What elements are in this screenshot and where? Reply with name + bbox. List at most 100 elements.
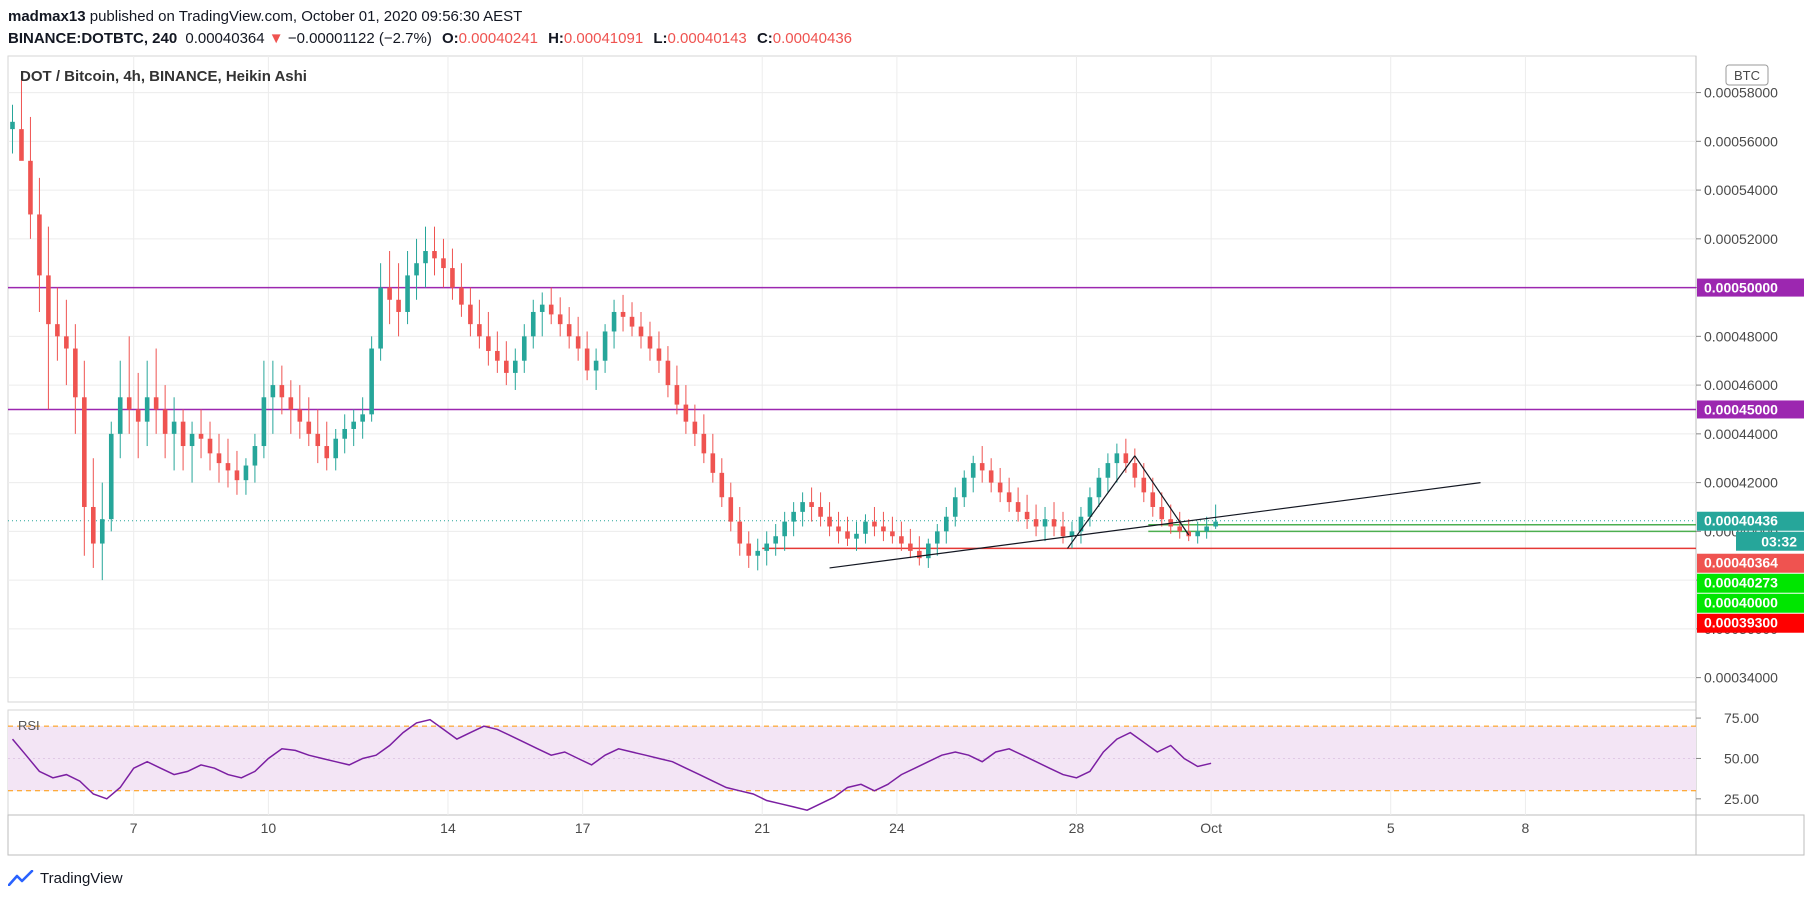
candle-body[interactable]	[1177, 526, 1183, 532]
candle-body[interactable]	[952, 497, 958, 517]
candle-body[interactable]	[207, 438, 213, 454]
candle-body[interactable]	[405, 275, 410, 312]
candle-body[interactable]	[55, 324, 60, 337]
candle-body[interactable]	[1105, 463, 1111, 478]
candle-body[interactable]	[1069, 531, 1075, 537]
candle-body[interactable]	[306, 421, 312, 434]
candle-body[interactable]	[360, 414, 365, 422]
candle-body[interactable]	[414, 263, 419, 276]
candle-body[interactable]	[198, 433, 204, 439]
candle-body[interactable]	[521, 336, 527, 361]
candle-body[interactable]	[369, 348, 374, 415]
candle-body[interactable]	[1060, 526, 1066, 537]
candle-body[interactable]	[126, 397, 132, 410]
candle-body[interactable]	[647, 336, 653, 349]
candle-body[interactable]	[216, 453, 222, 464]
candle-body[interactable]	[530, 311, 536, 337]
candle-body[interactable]	[396, 299, 401, 312]
candle-body[interactable]	[270, 385, 276, 398]
candle-body[interactable]	[1141, 477, 1147, 493]
candle-body[interactable]	[387, 287, 392, 300]
candle-body[interactable]	[656, 348, 662, 361]
candle-body[interactable]	[495, 350, 500, 361]
candle-body[interactable]	[638, 326, 644, 337]
candle-body[interactable]	[162, 409, 168, 434]
candle-body[interactable]	[1195, 531, 1200, 537]
currency-badge[interactable]	[1725, 64, 1769, 86]
candle-body[interactable]	[243, 465, 249, 481]
main-pane[interactable]	[7, 55, 1697, 703]
candle-body[interactable]	[486, 336, 491, 351]
candle-body[interactable]	[144, 397, 150, 422]
candle-body[interactable]	[899, 536, 904, 544]
candle-body[interactable]	[19, 129, 24, 161]
candle-body[interactable]	[10, 121, 15, 130]
candle-body[interactable]	[450, 268, 455, 288]
candle-body[interactable]	[378, 287, 383, 349]
candle-body[interactable]	[881, 526, 886, 532]
candle-body[interactable]	[988, 470, 994, 483]
candle-body[interactable]	[180, 421, 186, 447]
candle-body[interactable]	[351, 421, 356, 429]
candle-body[interactable]	[764, 543, 770, 551]
candle-body[interactable]	[1123, 453, 1129, 464]
candle-body[interactable]	[234, 470, 240, 481]
candle-body[interactable]	[252, 446, 258, 466]
candle-body[interactable]	[782, 521, 787, 537]
trendline[interactable]	[1134, 455, 1190, 536]
candle-body[interactable]	[755, 550, 761, 556]
candle-body[interactable]	[297, 409, 303, 422]
candle-body[interactable]	[189, 433, 195, 447]
chart-canvas[interactable]: 0.000340000.000360000.000380000.00040000…	[0, 0, 1805, 870]
candle-body[interactable]	[890, 531, 895, 537]
candle-body[interactable]	[1051, 519, 1057, 527]
candle-body[interactable]	[288, 397, 294, 410]
candle-body[interactable]	[710, 453, 716, 473]
candle-body[interactable]	[934, 531, 940, 544]
candle-body[interactable]	[620, 311, 626, 317]
candle-body[interactable]	[73, 348, 78, 398]
candle-body[interactable]	[917, 550, 922, 559]
candle-body[interactable]	[64, 336, 69, 349]
candle-body[interactable]	[135, 409, 141, 422]
candle-body[interactable]	[557, 314, 563, 325]
candle-body[interactable]	[961, 477, 967, 498]
candle-body[interactable]	[854, 533, 859, 539]
candle-body[interactable]	[324, 446, 330, 459]
candle-body[interactable]	[1042, 519, 1048, 527]
candle-body[interactable]	[629, 316, 635, 327]
candle-body[interactable]	[701, 433, 707, 454]
tradingview-brand[interactable]: TradingView	[40, 869, 123, 887]
candle-body[interactable]	[836, 526, 841, 532]
candle-body[interactable]	[1006, 492, 1012, 503]
candle-body[interactable]	[1087, 497, 1093, 517]
candle-body[interactable]	[674, 385, 680, 405]
candle-body[interactable]	[737, 521, 743, 544]
candle-body[interactable]	[575, 336, 581, 349]
candle-body[interactable]	[1015, 502, 1021, 512]
candle-body[interactable]	[908, 543, 913, 551]
trendline[interactable]	[1067, 455, 1136, 549]
candle-body[interactable]	[153, 397, 159, 410]
candle-body[interactable]	[1150, 492, 1156, 507]
candle-body[interactable]	[459, 287, 464, 305]
candle-body[interactable]	[683, 404, 689, 422]
candle-body[interactable]	[1114, 453, 1120, 464]
candle-body[interactable]	[1204, 526, 1209, 532]
candle-body[interactable]	[333, 438, 339, 459]
candle-body[interactable]	[37, 214, 42, 276]
tradingview-logo-icon[interactable]	[8, 870, 34, 886]
candle-body[interactable]	[997, 482, 1003, 493]
candle-body[interactable]	[1186, 531, 1192, 537]
candle-body[interactable]	[1159, 506, 1165, 520]
candle-body[interactable]	[1024, 511, 1030, 520]
author-name[interactable]: madmax13	[8, 8, 86, 25]
candle-body[interactable]	[845, 531, 850, 539]
candle-body[interactable]	[979, 463, 985, 471]
candle-body[interactable]	[512, 360, 518, 373]
candle-body[interactable]	[602, 331, 608, 361]
candle-body[interactable]	[261, 397, 267, 447]
candle-body[interactable]	[593, 360, 599, 371]
candle-body[interactable]	[539, 304, 545, 312]
candle-body[interactable]	[800, 502, 805, 512]
